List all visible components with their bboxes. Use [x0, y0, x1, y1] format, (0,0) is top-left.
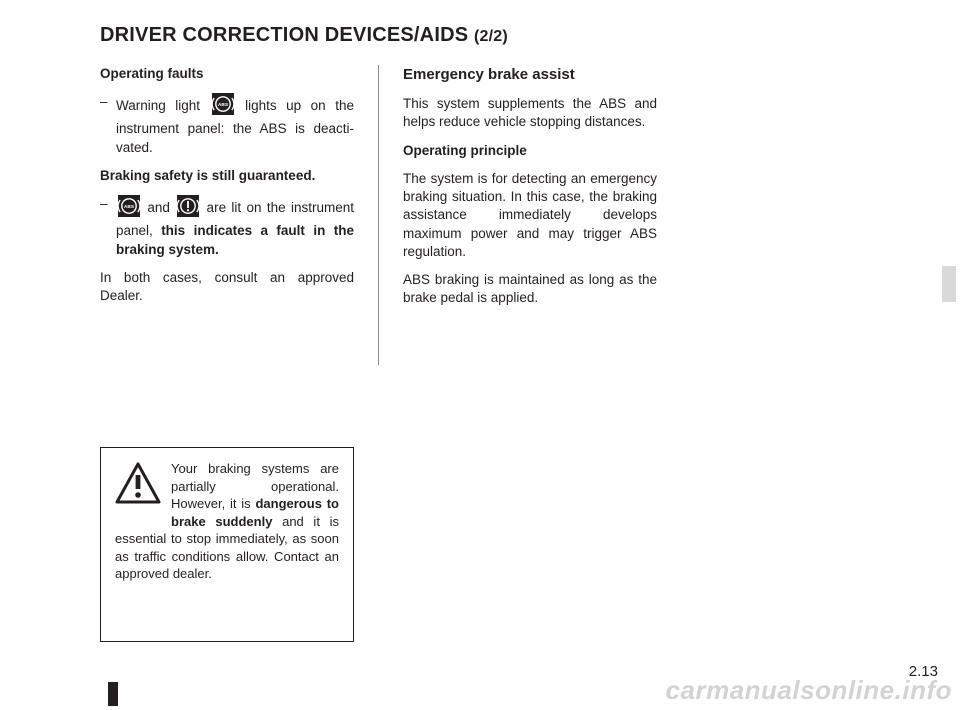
brake-warning-icon	[177, 195, 199, 222]
warning-box: Your braking systems are partially opera…	[100, 447, 354, 642]
print-guide-mark	[108, 682, 118, 706]
fault-item-abs-light: Warning light ABS lights up on the instr…	[100, 93, 354, 157]
page-title: DRIVER CORRECTION DEVICES/AIDS (2/2)	[100, 24, 890, 47]
fault-item-both-lights: ABS and are lit on the in­strument panel…	[100, 195, 354, 259]
operating-principle-p2: ABS braking is maintained as long as the…	[403, 271, 657, 307]
svg-text:ABS: ABS	[124, 204, 135, 210]
manual-page: DRIVER CORRECTION DEVICES/AIDS (2/2) Ope…	[100, 24, 890, 664]
svg-text:ABS: ABS	[218, 102, 229, 108]
page-number: 2.13	[909, 663, 938, 680]
operating-principle-p1: The system is for detecting an emer­genc…	[403, 170, 657, 261]
operating-principle-heading: Operating principle	[403, 142, 657, 160]
title-main: DRIVER CORRECTION DEVICES/AIDS	[100, 24, 474, 46]
section-tab	[942, 266, 956, 302]
consult-dealer-note: In both cases, consult an approved Deale…	[100, 269, 354, 305]
braking-safety-note: Braking safety is still guaranteed.	[100, 167, 354, 185]
emergency-brake-heading: Emergency brake assist	[403, 65, 657, 85]
column-separator	[378, 65, 379, 365]
fault-list: Warning light ABS lights up on the instr…	[100, 93, 354, 157]
abs-icon: ABS	[212, 93, 234, 120]
column-right: Emergency brake assist This system suppl…	[403, 65, 657, 365]
abs-icon: ABS	[118, 195, 140, 222]
column-left: Operating faults Warning light ABS light…	[100, 65, 354, 365]
warning-triangle-icon	[115, 462, 161, 509]
fault-list-2: ABS and are lit on the in­strument panel…	[100, 195, 354, 259]
content-columns: Operating faults Warning light ABS light…	[100, 65, 890, 365]
operating-faults-heading: Operating faults	[100, 65, 354, 83]
emergency-brake-desc: This system supplements the ABS and help…	[403, 95, 657, 131]
title-page-count: (2/2)	[474, 28, 508, 45]
